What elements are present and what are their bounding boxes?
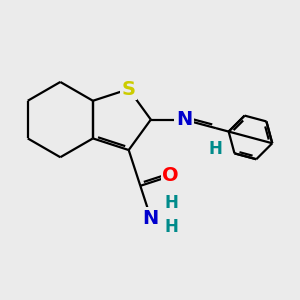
Text: O: O xyxy=(162,167,179,185)
Text: H: H xyxy=(165,194,178,212)
Text: S: S xyxy=(122,80,136,99)
Text: H: H xyxy=(209,140,223,158)
Text: H: H xyxy=(165,218,178,236)
Text: N: N xyxy=(143,208,159,227)
Text: N: N xyxy=(176,110,192,129)
